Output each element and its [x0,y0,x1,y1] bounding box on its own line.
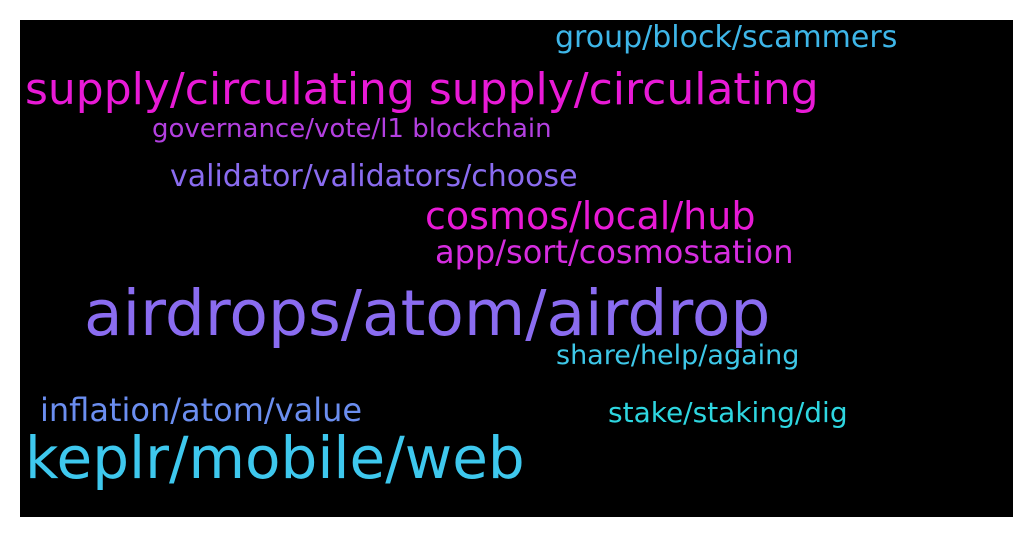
word-governance-vote: governance/vote/l1 blockchain [152,114,552,144]
word-inflation-atom-value: inflation/atom/value [40,391,363,429]
word-group-block-scammers: group/block/scammers [555,20,898,55]
word-cosmos-local-hub: cosmos/local/hub [425,194,756,238]
word-keplr-mobile-web: keplr/mobile/web [25,424,525,492]
word-validator-validators: validator/validators/choose [170,159,578,194]
word-app-sort-cosmostation: app/sort/cosmostation [435,233,794,271]
word-cloud-canvas: group/block/scammers supply/circulating … [20,20,1013,517]
word-share-help-againg: share/help/againg [556,340,800,371]
word-airdrops-atom-airdrop: airdrops/atom/airdrop [84,277,771,350]
word-stake-staking-dig: stake/staking/dig [608,396,848,429]
word-supply-circulating: supply/circulating supply/circulating [25,64,819,115]
